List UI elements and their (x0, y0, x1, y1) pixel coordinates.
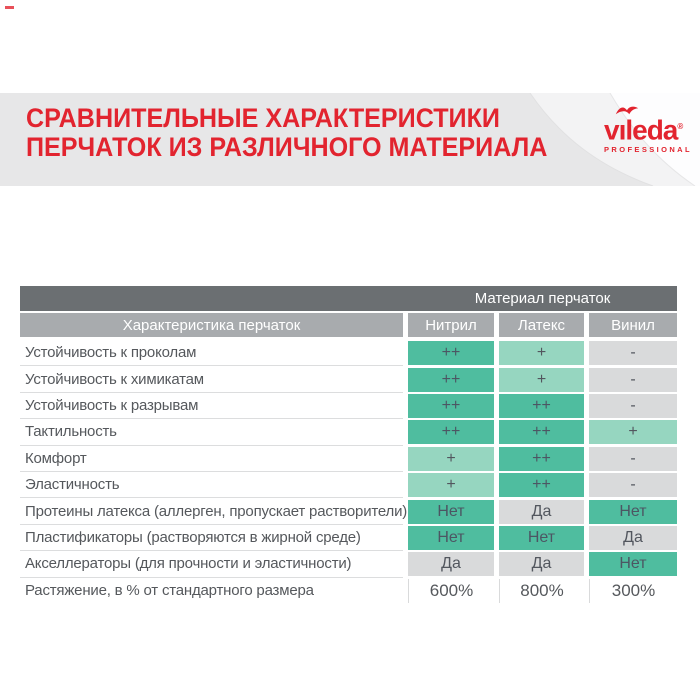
value-cell: ++ (499, 446, 584, 471)
value-cell: ++ (499, 393, 584, 418)
value-cell: Да (499, 499, 584, 524)
row-label: Устойчивость к химикатам (20, 366, 403, 393)
table-column-header-row: Характеристика перчаток Нитрил Латекс Вини… (20, 313, 677, 337)
row-header-label: Характеристика перчаток (20, 313, 403, 337)
table-row: Эластичность + ++ - (20, 472, 677, 499)
value-cell: - (589, 367, 677, 392)
row-label: Протеины латекса (аллерген, пропускает р… (20, 498, 407, 525)
table-row: Устойчивость к проколам ++ + - (20, 340, 677, 367)
value-cell: Да (589, 525, 677, 550)
row-label: Тактильность (20, 419, 403, 446)
value-cell: + (408, 473, 494, 498)
vileda-logo: vıleda® PROFESSIONAL (604, 103, 694, 154)
table-group-header: Материал перчаток (20, 286, 677, 311)
comparison-table: Материал перчаток Характеристика перчато… (20, 286, 677, 604)
value-cell: Нет (589, 499, 677, 524)
value-cell: ++ (408, 420, 494, 445)
row-label: Комфорт (20, 446, 403, 472)
value-cell: - (589, 341, 677, 366)
material-column-header: Винил (589, 313, 677, 337)
page-title: СРАВНИТЕЛЬНЫЕ ХАРАКТЕРИСТИКИ ПЕРЧАТОК ИЗ… (26, 104, 547, 161)
table-row: Комфорт + ++ - (20, 446, 677, 472)
page-title-line1: СРАВНИТЕЛЬНЫЕ ХАРАКТЕРИСТИКИ (26, 103, 500, 133)
header-band: СРАВНИТЕЛЬНЫЕ ХАРАКТЕРИСТИКИ ПЕРЧАТОК ИЗ… (0, 93, 700, 186)
value-cell: Да (408, 552, 494, 577)
table-row: Устойчивость к разрывам ++ ++ - (20, 393, 677, 420)
value-cell: 300% (589, 578, 677, 603)
value-cell: + (499, 341, 584, 366)
group-header-label: Материал перчаток (474, 290, 611, 307)
value-cell: ++ (499, 473, 584, 498)
value-cell: Нет (499, 525, 584, 550)
value-cell: Нет (408, 499, 494, 524)
row-label: Акселлераторы (для прочности и эластично… (20, 551, 403, 578)
value-cell: - (589, 473, 677, 498)
value-cell: 600% (408, 578, 494, 603)
row-label: Эластичность (20, 472, 403, 499)
table-row: Тактильность ++ ++ + (20, 419, 677, 446)
row-label: Пластификаторы (растворяются в жирной ср… (20, 525, 403, 552)
row-label: Устойчивость к разрывам (20, 393, 403, 420)
value-cell: - (589, 393, 677, 418)
material-column-header: Латекс (499, 313, 584, 337)
material-column-header: Нитрил (408, 313, 494, 337)
row-label: Устойчивость к проколам (20, 340, 403, 367)
corner-mark (5, 6, 14, 9)
value-cell: Нет (408, 525, 494, 550)
value-cell: ++ (408, 341, 494, 366)
row-label: Растяжение, в % от стандартного размера (25, 582, 314, 600)
value-cell: + (499, 367, 584, 392)
table-body: Устойчивость к проколам ++ + - Устойчивость … (20, 340, 677, 604)
value-cell: ++ (408, 393, 494, 418)
table-row: Акселлераторы (для прочности и эластично… (20, 551, 677, 578)
table-row: Устойчивость к химикатам ++ + - (20, 366, 677, 393)
table-row: Растяжение, в % от стандартного размера 6… (20, 578, 677, 604)
value-cell: + (589, 420, 677, 445)
vileda-professional-label: PROFESSIONAL (604, 145, 692, 155)
value-cell: ++ (408, 367, 494, 392)
value-cell: Нет (589, 552, 677, 577)
value-cell: + (408, 446, 494, 471)
table-row: Пластификаторы (растворяются в жирной ср… (20, 525, 677, 552)
page-curl-decoration (529, 93, 700, 186)
vileda-wordmark: vıleda® (604, 114, 684, 146)
value-cell: - (589, 446, 677, 471)
table-row: Протеины латекса (аллерген, пропускает р… (20, 498, 677, 525)
value-cell: ++ (499, 420, 584, 445)
vileda-bird-icon (615, 106, 639, 115)
page-title-line2: ПЕРЧАТОК ИЗ РАЗЛИЧНОГО МАТЕРИАЛА (26, 131, 548, 162)
value-cell: 800% (499, 578, 584, 603)
registered-mark: ® (677, 122, 684, 131)
value-cell: Да (499, 552, 584, 577)
